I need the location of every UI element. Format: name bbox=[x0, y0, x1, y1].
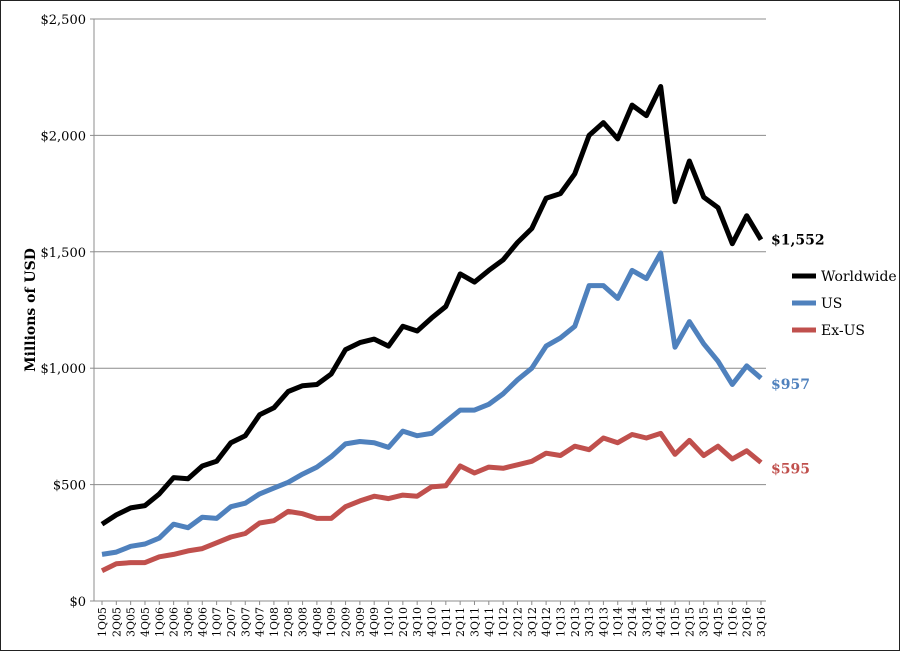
y-tick-label: $500 bbox=[53, 479, 86, 494]
x-tick-label: 2Q12 bbox=[511, 607, 524, 637]
x-tick-label: 3Q05 bbox=[125, 607, 138, 637]
x-tick-label: 4Q12 bbox=[540, 607, 553, 637]
end-label-worldwide: $1,552 bbox=[771, 233, 825, 249]
x-tick-label: 3Q15 bbox=[698, 607, 711, 637]
x-tick-label: 1Q13 bbox=[554, 607, 567, 637]
x-tick-label: 3Q10 bbox=[411, 607, 424, 637]
x-tick-label: 2Q11 bbox=[454, 607, 467, 637]
x-tick-label: 4Q09 bbox=[368, 607, 381, 637]
x-tick-label: 1Q08 bbox=[268, 607, 281, 637]
x-tick-label: 1Q06 bbox=[153, 607, 166, 637]
x-tick-label: 3Q11 bbox=[468, 607, 481, 637]
x-tick-label: 3Q16 bbox=[755, 607, 768, 637]
y-axis-ticks: $0 $500 $1,000 $1,500 $2,000 $2,500 bbox=[41, 13, 87, 610]
x-tick-label: 3Q08 bbox=[297, 607, 310, 637]
x-tick-label: 1Q09 bbox=[325, 607, 338, 637]
x-tick-label: 2Q15 bbox=[683, 607, 696, 637]
series-line-us bbox=[101, 250, 763, 557]
x-tick-label: 1Q10 bbox=[383, 607, 396, 637]
axes bbox=[90, 18, 766, 602]
x-tick-label: 1Q05 bbox=[96, 607, 109, 637]
gridlines bbox=[94, 18, 766, 486]
x-tick-label: 3Q13 bbox=[583, 607, 596, 637]
x-tick-label: 1Q14 bbox=[612, 607, 625, 637]
x-tick-label: 2Q13 bbox=[569, 607, 582, 637]
x-tick-label: 4Q10 bbox=[426, 607, 439, 637]
y-axis-label: Millions of USD bbox=[23, 248, 39, 372]
x-tick-label: 2Q10 bbox=[397, 607, 410, 637]
legend: Worldwide US Ex-US bbox=[792, 269, 897, 339]
series-lines bbox=[100, 84, 764, 573]
x-axis-ticks: 1Q05 2Q05 3Q05 4Q05 1Q06 2Q06 3Q06 4Q06 1Q07 2Q07… bbox=[96, 601, 768, 637]
legend-label-ex-us: Ex-US bbox=[821, 323, 865, 339]
legend-label-us: US bbox=[821, 296, 842, 312]
x-tick-label: 1Q16 bbox=[726, 607, 739, 637]
y-tick-label: $0 bbox=[69, 595, 86, 610]
x-tick-label: 4Q13 bbox=[597, 607, 610, 637]
x-tick-label: 4Q07 bbox=[254, 607, 267, 637]
end-value-labels: $1,552 $957 $595 bbox=[771, 233, 825, 478]
x-tick-label: 1Q07 bbox=[211, 607, 224, 637]
series-line-worldwide bbox=[100, 84, 764, 527]
end-label-us: $957 bbox=[771, 377, 810, 393]
y-tick-label: $2,500 bbox=[41, 13, 87, 28]
x-tick-label: 3Q14 bbox=[640, 607, 653, 637]
x-tick-label: 4Q11 bbox=[483, 607, 496, 637]
x-tick-label: 1Q15 bbox=[669, 607, 682, 637]
x-tick-label: 3Q09 bbox=[354, 607, 367, 637]
x-tick-label: 4Q05 bbox=[139, 607, 152, 637]
series-line-ex-us bbox=[100, 430, 763, 573]
legend-label-worldwide: Worldwide bbox=[821, 269, 897, 285]
x-tick-label: 1Q12 bbox=[497, 607, 510, 637]
end-label-ex-us: $595 bbox=[771, 461, 810, 477]
y-tick-label: $1,000 bbox=[41, 362, 87, 377]
x-tick-label: 2Q07 bbox=[225, 607, 238, 637]
x-tick-label: 2Q14 bbox=[626, 607, 639, 637]
x-tick-label: 1Q11 bbox=[440, 607, 453, 637]
x-tick-label: 2Q09 bbox=[340, 607, 353, 637]
x-tick-label: 3Q07 bbox=[239, 607, 252, 637]
x-tick-label: 4Q08 bbox=[311, 607, 324, 637]
x-tick-label: 2Q08 bbox=[282, 607, 295, 637]
x-tick-label: 2Q05 bbox=[110, 607, 123, 637]
x-tick-label: 4Q14 bbox=[655, 607, 668, 637]
x-tick-label: 2Q16 bbox=[741, 607, 754, 637]
x-tick-label: 3Q06 bbox=[182, 607, 195, 637]
x-tick-label: 4Q06 bbox=[196, 607, 209, 637]
x-tick-label: 4Q15 bbox=[712, 607, 725, 637]
y-tick-label: $1,500 bbox=[41, 246, 87, 261]
x-tick-label: 2Q06 bbox=[168, 607, 181, 637]
y-tick-label: $2,000 bbox=[41, 129, 87, 144]
x-tick-label: 3Q12 bbox=[526, 607, 539, 637]
